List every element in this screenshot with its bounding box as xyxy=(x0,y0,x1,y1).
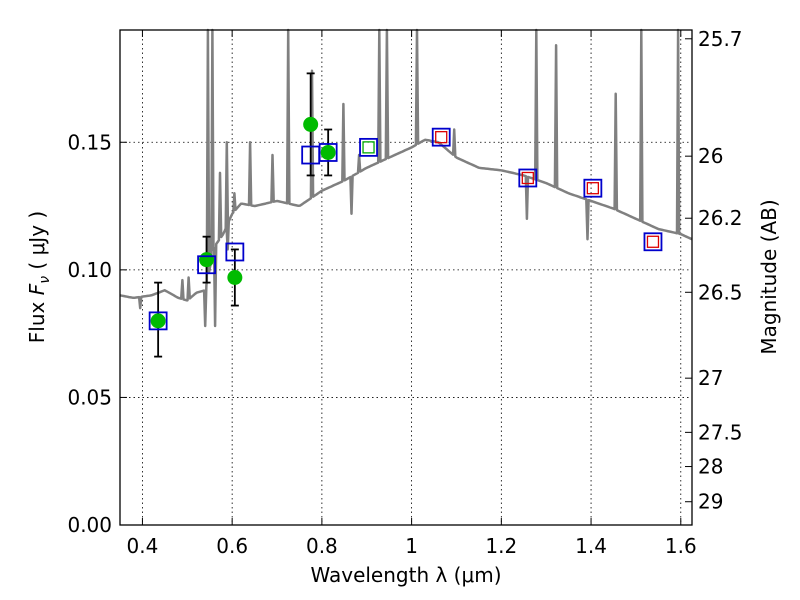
x-axis-title: Wavelength λ (μm) xyxy=(310,563,501,587)
y2-axis-title: Magnitude (AB) xyxy=(757,199,781,354)
x-tick-label: 1 xyxy=(405,534,418,558)
y2-tick-label: 25.7 xyxy=(698,27,743,51)
x-tick-label: 0.4 xyxy=(127,534,159,558)
x-tick-label: 1.6 xyxy=(665,534,697,558)
model-point xyxy=(197,255,216,275)
model-point xyxy=(359,137,378,157)
y-tick-label: 0.15 xyxy=(67,130,112,154)
model-point xyxy=(518,168,538,188)
x-axis-ticks: 0.4 0.6 0.8 1 1.2 1.4 1.6 xyxy=(127,30,697,558)
y2-axis-ticks: 25.7 26 26.2 26.5 27 27.5 28 29 xyxy=(685,27,743,514)
y-tick-label: 0.00 xyxy=(67,513,112,537)
y-tick-label: 0.10 xyxy=(67,258,112,282)
data-points xyxy=(148,116,663,331)
model-point xyxy=(643,232,663,252)
x-tick-label: 1.4 xyxy=(575,534,607,558)
y-axis-title-subscript: ν xyxy=(37,276,53,284)
plot-frame xyxy=(119,29,693,526)
y-axis-ticks: 0.00 0.05 0.10 0.15 xyxy=(67,130,127,537)
x-tick-label: 1.2 xyxy=(485,534,517,558)
photometry-inner-point xyxy=(646,235,660,248)
photometry-inner-point xyxy=(435,131,448,144)
photometry-inner-point xyxy=(586,182,600,195)
model-point xyxy=(318,143,338,162)
model-point xyxy=(225,242,245,262)
y2-tick-label: 26.2 xyxy=(698,206,743,230)
x-tick-label: 0.6 xyxy=(216,534,248,558)
y2-tick-label: 29 xyxy=(698,490,723,514)
error-bars xyxy=(154,72,333,358)
y2-tick-label: 26.5 xyxy=(698,280,743,304)
y2-tick-label: 27 xyxy=(698,366,723,390)
y-tick-label: 0.05 xyxy=(67,385,112,409)
model-point xyxy=(431,127,451,147)
y2-tick-label: 26 xyxy=(698,144,723,168)
observed-point xyxy=(303,116,319,132)
model-point xyxy=(583,178,603,198)
observed-point xyxy=(227,270,243,285)
photometry-inner-point xyxy=(362,141,375,154)
y2-tick-label: 27.5 xyxy=(698,420,743,444)
y-axis-title-symbol: F xyxy=(25,283,49,295)
spectrum-line xyxy=(119,28,694,328)
y-axis-title-prefix: Flux xyxy=(25,295,49,343)
model-point xyxy=(148,311,168,331)
observed-point xyxy=(150,313,166,329)
y-axis-title: Flux Fν ( μJy ) xyxy=(25,211,53,343)
observed-point xyxy=(320,144,336,160)
y-axis-title-suffix: ( μJy ) xyxy=(25,211,49,276)
model-spectrum xyxy=(119,28,694,328)
y2-tick-label: 28 xyxy=(698,455,723,479)
photometry-inner-point xyxy=(521,171,534,185)
x-tick-label: 0.8 xyxy=(306,534,338,558)
observed-point xyxy=(199,252,215,268)
